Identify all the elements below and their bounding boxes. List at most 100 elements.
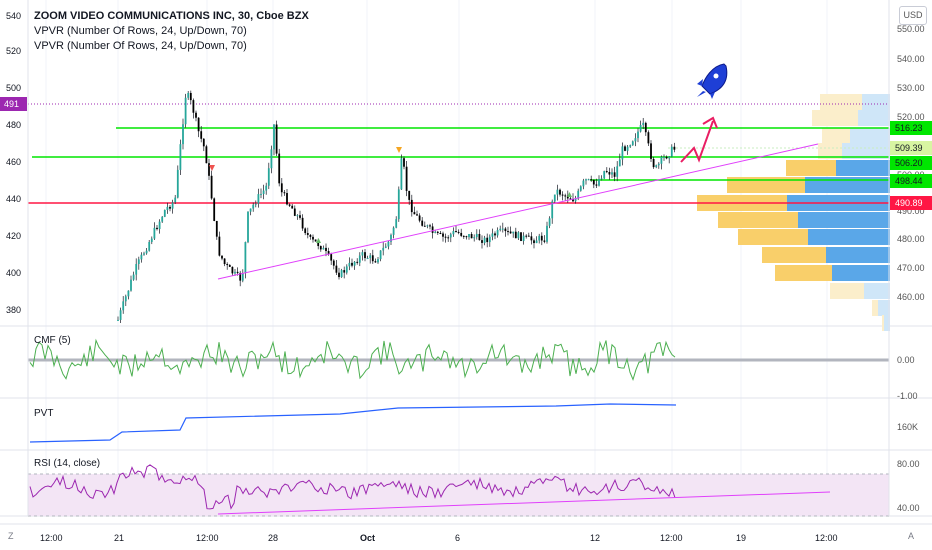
auto-scale-button[interactable]: A xyxy=(908,531,915,541)
candle-up xyxy=(158,221,161,230)
vpvr-down-bar xyxy=(836,160,890,176)
candle-down xyxy=(494,233,496,236)
indicator-label-vpvr-1[interactable]: VPVR (Number Of Rows, 24, Up/Down, 70) xyxy=(34,25,247,37)
candle-up xyxy=(585,179,587,181)
candle-down xyxy=(540,235,543,241)
price-tag: 498.44 xyxy=(895,176,923,186)
candle-up xyxy=(538,235,541,241)
candle-down xyxy=(527,235,530,237)
candle-up xyxy=(140,254,143,260)
candle-down xyxy=(317,241,320,247)
candle-up xyxy=(452,231,455,235)
candle-up xyxy=(382,247,385,251)
candle-down xyxy=(673,146,676,150)
candle-up xyxy=(670,146,673,157)
candle-down xyxy=(301,217,304,229)
candle-down xyxy=(192,100,195,113)
indicator-label-vpvr-2[interactable]: VPVR (Number Of Rows, 24, Up/Down, 70) xyxy=(34,40,247,52)
right-axis-tick: 480.00 xyxy=(897,234,925,244)
candle-down xyxy=(283,192,286,194)
candle-up xyxy=(392,227,395,235)
candle-down xyxy=(299,215,301,218)
candle-up xyxy=(663,156,665,158)
time-axis-tick: 12:00 xyxy=(196,533,219,543)
candle-up xyxy=(574,198,577,202)
candle-down xyxy=(533,240,535,244)
left-axis-tick: 520 xyxy=(6,46,21,56)
vpvr-up-bar xyxy=(727,177,805,193)
candle-up xyxy=(153,227,156,239)
candle-up xyxy=(296,215,299,217)
candle-down xyxy=(371,255,374,262)
candle-up xyxy=(353,261,356,266)
vpvr-down-bar xyxy=(878,300,890,316)
candle-up xyxy=(611,172,613,175)
candle-down xyxy=(439,232,442,234)
candle-down xyxy=(403,158,405,167)
candle-down xyxy=(410,199,413,213)
candle-down xyxy=(215,220,218,237)
price-tag: 509.39 xyxy=(895,143,923,153)
candle-up xyxy=(145,250,148,254)
price-tag: 490.89 xyxy=(895,198,923,208)
candle-up xyxy=(491,233,494,237)
candle-down xyxy=(306,233,309,235)
symbol-title[interactable]: ZOOM VIDEO COMMUNICATIONS INC, 30, Cboe … xyxy=(34,10,309,22)
candle-down xyxy=(429,225,431,227)
vpvr-up-bar xyxy=(822,128,850,144)
candle-up xyxy=(176,169,179,198)
candle-down xyxy=(239,272,242,281)
timezone-button[interactable]: Z xyxy=(8,531,14,541)
candle-up xyxy=(130,279,132,291)
candle-down xyxy=(421,220,424,226)
candle-up xyxy=(384,246,387,248)
currency-button[interactable]: USD xyxy=(899,6,927,25)
candle-down xyxy=(509,231,512,234)
candle-up xyxy=(616,166,619,177)
candle-up xyxy=(582,180,585,187)
candle-up xyxy=(668,156,671,159)
candle-up xyxy=(358,255,361,263)
candle-up xyxy=(132,274,135,280)
vpvr-down-bar xyxy=(858,110,890,126)
candle-down xyxy=(210,175,213,199)
time-axis-tick: 12:00 xyxy=(40,533,63,543)
candle-up xyxy=(340,270,343,278)
left-axis-tick: 380 xyxy=(6,305,21,315)
candle-down xyxy=(514,231,517,239)
vpvr-up-bar xyxy=(882,315,884,331)
left-axis-tick: 420 xyxy=(6,231,21,241)
candle-down xyxy=(309,234,312,237)
projection-arrowhead xyxy=(702,116,718,129)
candle-up xyxy=(379,250,382,260)
candle-up xyxy=(626,146,629,151)
pvt-label[interactable]: PVT xyxy=(34,408,54,419)
candle-up xyxy=(390,234,392,242)
candle-down xyxy=(343,270,346,273)
candle-up xyxy=(618,159,621,167)
vpvr-down-bar xyxy=(884,315,890,331)
price-tag-bg xyxy=(890,121,932,135)
time-axis-tick: 12 xyxy=(590,533,600,543)
candle-up xyxy=(247,211,249,243)
candle-down xyxy=(520,232,522,241)
candle-down xyxy=(507,231,509,233)
candle-up xyxy=(117,319,119,321)
candle-up xyxy=(488,236,491,243)
candle-up xyxy=(400,158,403,190)
cmf-label[interactable]: CMF (5) xyxy=(34,335,71,346)
left-axis-tick: 500 xyxy=(6,83,21,93)
candle-up xyxy=(273,124,275,150)
candle-up xyxy=(366,258,369,260)
candle-up xyxy=(119,310,122,320)
candle-down xyxy=(543,240,546,242)
vpvr-up-bar xyxy=(762,247,826,263)
candle-down xyxy=(338,272,340,278)
candle-up xyxy=(517,232,520,239)
candle-down xyxy=(525,235,528,237)
candle-up xyxy=(473,237,476,239)
vpvr-down-bar xyxy=(826,247,890,263)
candle-up xyxy=(254,203,257,205)
rsi-label[interactable]: RSI (14, close) xyxy=(34,458,101,469)
